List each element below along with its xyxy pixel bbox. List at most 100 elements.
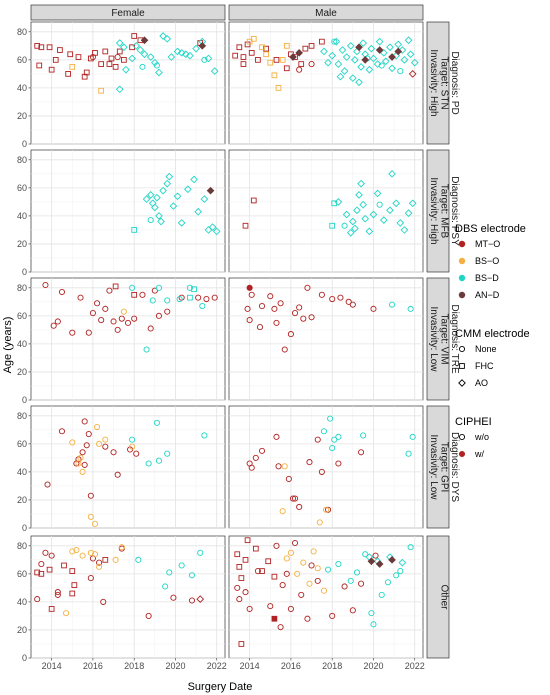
data-point: [396, 219, 405, 227]
data-point: [93, 423, 101, 431]
data-point: [248, 50, 255, 56]
data-point: [131, 315, 138, 322]
data-point: [349, 301, 356, 308]
row-strip-label: Diagnosis: TRE: [449, 304, 460, 374]
data-point: [279, 508, 286, 515]
data-point: [234, 584, 241, 591]
data-point: [124, 319, 132, 326]
legend-title: DBS electrode: [455, 223, 526, 235]
data-point: [75, 54, 82, 60]
data-point: [121, 57, 127, 63]
data-point: [69, 590, 76, 597]
data-point: [140, 36, 149, 45]
data-point: [196, 595, 205, 603]
data-point: [153, 62, 160, 69]
x-tick-label: 2018: [322, 661, 342, 671]
data-point: [325, 566, 332, 573]
legend-key-bs-d: [458, 274, 466, 282]
data-point: [173, 192, 182, 201]
data-point: [147, 217, 154, 224]
panels-layer: [30, 21, 424, 659]
ticks-layer: 0 20 40 60 80 0 20 40 60 80 0 20 40 60 80 0 20 40 60 80 0 20 4…: [17, 27, 425, 671]
data-point: [404, 36, 413, 45]
data-point: [106, 287, 113, 294]
data-point: [69, 439, 76, 446]
data-point: [195, 294, 202, 301]
data-point: [404, 209, 413, 217]
data-point: [355, 191, 363, 199]
data-point: [341, 222, 348, 229]
data-point: [48, 552, 55, 559]
data-point: [91, 551, 99, 558]
data-point: [163, 34, 172, 43]
data-point: [118, 315, 125, 322]
legend-key-bs-o: [458, 257, 466, 265]
data-point: [58, 428, 66, 435]
data-point: [89, 54, 96, 61]
data-point: [114, 326, 121, 333]
data-point: [48, 66, 55, 73]
panel-background: [30, 149, 226, 273]
data-point: [267, 293, 274, 300]
data-point: [355, 78, 363, 87]
data-point: [211, 294, 218, 301]
data-point: [306, 459, 313, 466]
data-point: [375, 46, 384, 54]
data-point: [337, 294, 344, 301]
x-tick-label: 2020: [363, 661, 383, 671]
data-point: [318, 468, 325, 475]
data-point: [300, 315, 307, 322]
data-point: [331, 436, 338, 443]
data-point: [379, 216, 388, 224]
data-point: [57, 47, 63, 53]
row-strip-label: Target: GPI: [439, 442, 450, 493]
data-point: [316, 519, 323, 526]
data-point: [338, 46, 347, 54]
legend-key-with: [458, 450, 466, 458]
panel-r0-c0: [30, 21, 226, 145]
data-point: [122, 65, 130, 74]
data-point: [132, 42, 141, 50]
data-point: [153, 419, 160, 426]
data-point: [359, 200, 367, 209]
data-point: [167, 53, 176, 61]
y-tick-label: 80: [17, 27, 27, 37]
data-point: [83, 442, 90, 449]
y-tick-label: 40: [17, 339, 27, 349]
data-point: [295, 49, 304, 57]
data-point: [358, 449, 365, 456]
data-point: [96, 559, 103, 566]
data-point: [298, 61, 305, 67]
data-point: [318, 291, 325, 298]
legend-key-ao: [458, 379, 466, 387]
data-point: [336, 72, 345, 81]
y-tick-label: 20: [17, 625, 27, 635]
data-point: [54, 589, 61, 596]
y-tick-label: 0: [22, 523, 27, 533]
data-point: [173, 47, 182, 56]
data-point: [306, 580, 313, 587]
row-strip-label: Other: [439, 584, 450, 610]
data-point: [370, 305, 377, 312]
data-point: [406, 50, 415, 59]
data-point: [120, 308, 127, 315]
row-strip-label: Target: VIM: [439, 313, 450, 364]
data-point: [164, 297, 171, 304]
data-point: [131, 33, 138, 39]
data-point: [300, 559, 307, 566]
row-strip-label: Invasivity: Low: [428, 434, 439, 500]
points-r3-c1: [246, 415, 416, 526]
data-point: [255, 57, 261, 63]
panel-background: [228, 21, 424, 145]
data-point: [112, 64, 119, 70]
data-point: [348, 74, 357, 82]
y-tick-label: 80: [17, 283, 27, 293]
data-point: [187, 294, 193, 301]
data-point: [271, 615, 278, 622]
data-point: [150, 58, 159, 67]
row-strip-label: Diagnosis: PD: [449, 51, 460, 114]
data-point: [131, 227, 138, 233]
data-point: [146, 53, 155, 61]
data-point: [140, 50, 149, 59]
data-point: [112, 556, 119, 563]
